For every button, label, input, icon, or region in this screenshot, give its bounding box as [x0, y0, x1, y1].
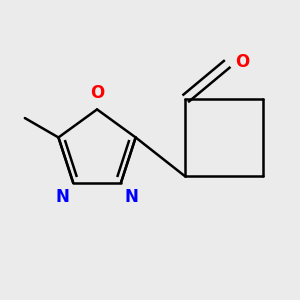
Text: O: O — [236, 53, 250, 71]
Text: N: N — [56, 188, 70, 206]
Text: O: O — [90, 84, 104, 102]
Text: N: N — [124, 188, 138, 206]
